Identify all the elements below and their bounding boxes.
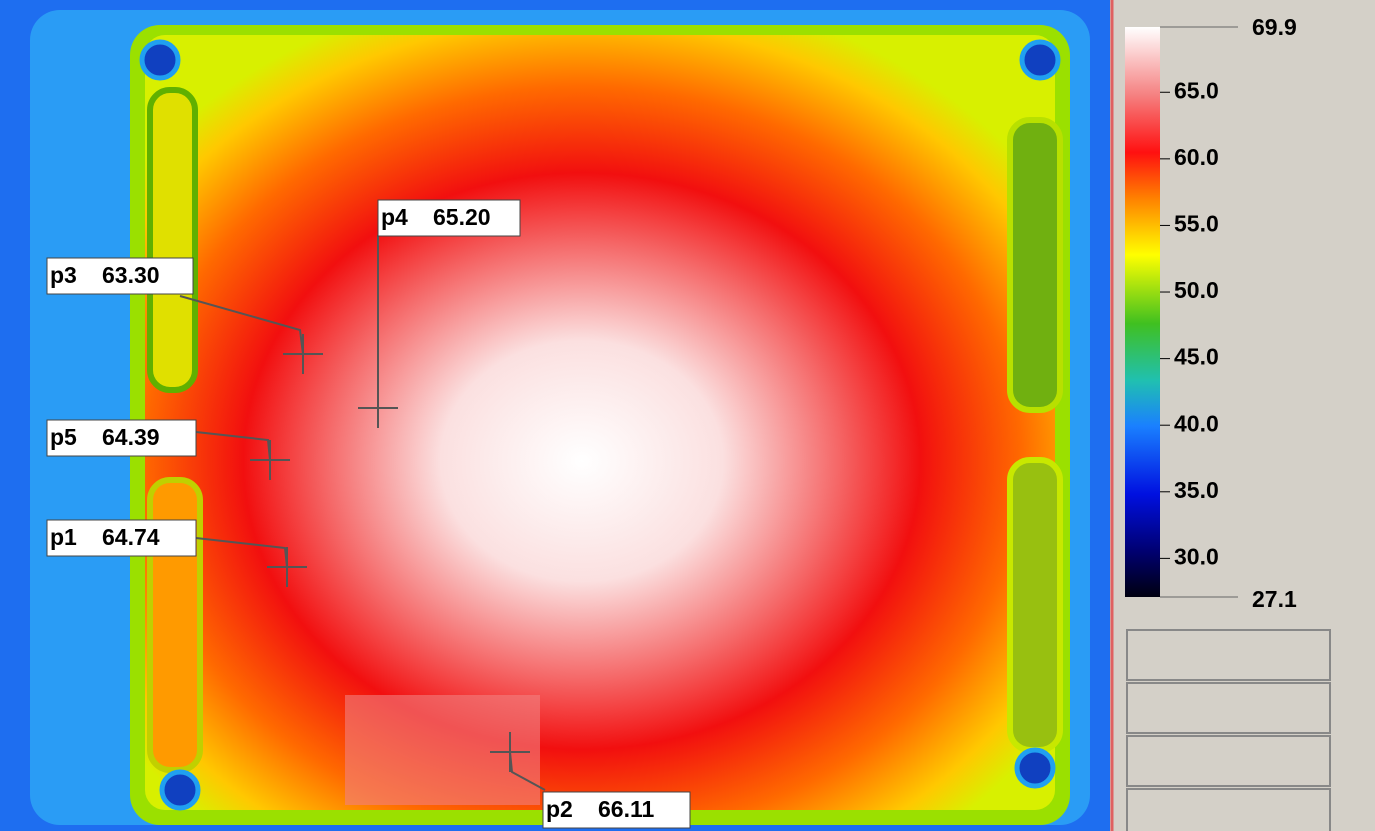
- scale-tick-label: 55.0: [1174, 211, 1219, 237]
- point-name: p5: [50, 424, 77, 450]
- scale-tick-label: 65.0: [1174, 77, 1219, 103]
- scale-tick-label: 40.0: [1174, 410, 1219, 436]
- info-box: [1127, 683, 1330, 733]
- scale-tick-label: 60.0: [1174, 144, 1219, 170]
- scale-tick-label: 30.0: [1174, 543, 1219, 569]
- scale-min: 27.1: [1252, 586, 1297, 612]
- point-reading: 64.74: [102, 524, 160, 550]
- point-reading: 65.20: [433, 204, 491, 230]
- point-name: p1: [50, 524, 77, 550]
- scale-tick-label: 50.0: [1174, 277, 1219, 303]
- info-box: [1127, 630, 1330, 680]
- thermal-image: [0, 0, 1110, 831]
- thermal-viewer: p3 63.30 p4 65.20 p5 64.39 p1 64.74 p2 66.11 69.9…: [0, 0, 1375, 831]
- point-name: p4: [381, 204, 408, 230]
- scale-max: 69.9: [1252, 14, 1297, 40]
- color-scale: [1125, 27, 1160, 597]
- point-reading: 64.39: [102, 424, 160, 450]
- color-scale-ticks: 69.9 27.1 65.0 60.0 55.0 50.0 45.0 40.0 35.0 30.0: [1160, 14, 1297, 612]
- point-name: p3: [50, 262, 77, 288]
- scale-tick-label: 35.0: [1174, 477, 1219, 503]
- side-panel: 69.9 27.1 65.0 60.0 55.0 50.0 45.0 40.0 35.0 30.0: [1125, 14, 1330, 831]
- point-name: p2: [546, 796, 573, 822]
- point-reading: 63.30: [102, 262, 160, 288]
- scale-tick-label: 45.0: [1174, 344, 1219, 370]
- info-box: [1127, 789, 1330, 831]
- point-reading: 66.11: [598, 796, 654, 822]
- info-box: [1127, 736, 1330, 786]
